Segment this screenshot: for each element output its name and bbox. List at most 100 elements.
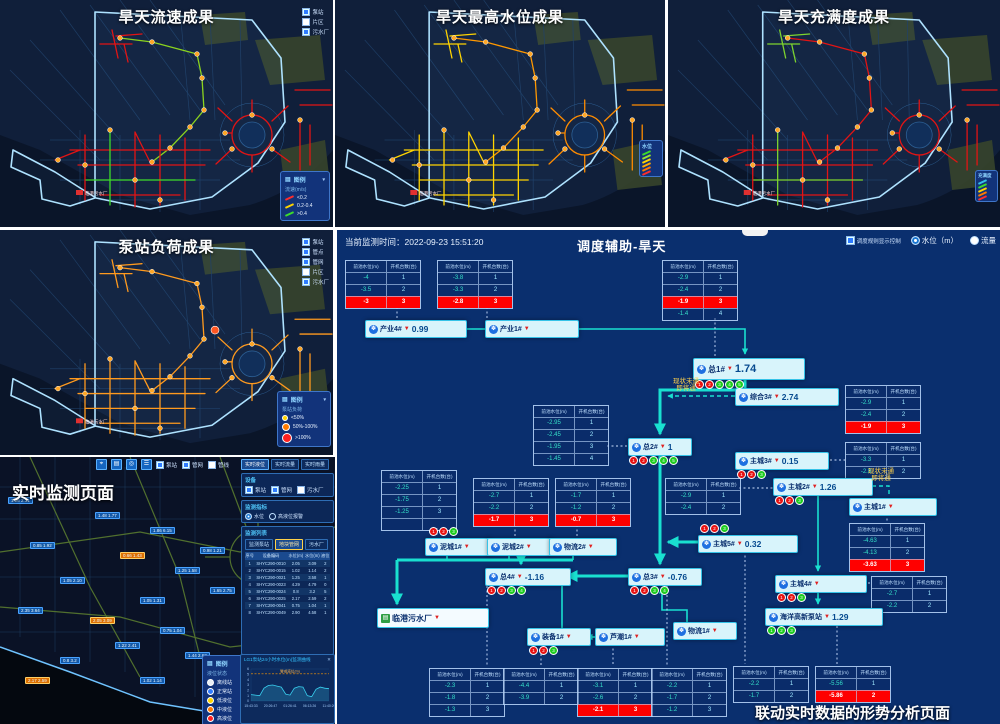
dispatch-title: 调度辅助-旱天 [577,239,667,254]
list-icon[interactable]: ☰ [141,459,152,470]
legend-icon: ▤ [285,177,291,183]
pump-icon: ✽ [697,364,706,374]
pump-node[interactable]: ✽ 芦潮1# ▼ [595,628,665,646]
rule-display-toggle[interactable]: 调度规则显示控制 [845,236,901,245]
tab-button[interactable]: 监测泵站 [245,539,274,550]
pump-node[interactable]: ✽ 主城3# ▼ 0.15 [735,452,829,470]
station-tag[interactable]: 1.22 2.41 [115,642,140,649]
layer-checkbox[interactable]: 泵站 [156,460,177,469]
tab-button[interactable]: 污水厂 [305,539,329,550]
layer-checkbox[interactable]: 管线 [208,460,229,469]
layer-checkbox[interactable]: 片区 [302,18,329,26]
station-tag[interactable]: 0.98 1.21 [200,547,225,554]
pump-node[interactable]: ✽ 总2# ▼ 1 [628,438,692,456]
collapse-icon[interactable]: ▾ [323,396,326,403]
layer-checkbox[interactable]: 泵站 [302,8,329,16]
table-row: 2 SHYC290-0015 1.02 1.14 2 [248,568,327,573]
layer-checkbox[interactable]: 污水厂 [302,278,329,286]
pump-node[interactable]: ✽ 物流1# ▼ [673,622,737,640]
toolbar-layer-toggles[interactable]: 泵站 管网 管线 [156,460,229,469]
station-tag[interactable]: 1.05 2.10 [60,577,85,584]
station-tag[interactable]: 1.48 1.77 [95,512,120,519]
list-filter-buttons[interactable]: 监测泵站 地块管网 污水厂 [245,539,330,550]
indicator-radios[interactable]: 水位 高液位报警 [245,513,330,520]
load-map-canvas[interactable]: 临港污水厂 [0,230,333,455]
close-icon[interactable]: ✕ [327,657,331,662]
tab-button[interactable]: 实时液位 [241,459,270,470]
collapse-icon[interactable]: ▾ [322,176,325,183]
station-tag[interactable]: 0.85 1.92 [30,542,55,549]
layer-toggles[interactable]: 泵站 片区 污水厂 [302,8,329,36]
pump-icon: ✽ [769,612,778,622]
drawer-handle[interactable] [742,230,768,236]
pump-icon: ✽ [429,542,438,552]
pump-node[interactable]: ✽ 产业1# ▼ [485,320,579,338]
pump-node[interactable]: ✽ 主城5# ▼ 0.32 [698,535,798,553]
layer-checkbox[interactable]: 片区 [302,268,329,276]
layer-checkbox[interactable]: 管网 [182,460,203,469]
station-tag[interactable]: 0.66 1.43 [120,552,145,559]
pump-node[interactable]: ✽ 产业4# ▼ 0.99 [365,320,467,338]
pump-node[interactable]: ✽ 总1# ▼ 1.74 [693,358,805,380]
layer-toggles[interactable]: 泵站管点管网片区污水厂 [302,238,329,286]
layer-checkbox[interactable]: 调度规则显示控制 [845,236,901,245]
svg-text:临港污水厂: 临港污水厂 [85,190,108,197]
layer-checkbox[interactable]: 污水厂 [297,486,324,494]
monitor-tabs[interactable]: 实时液位 实时流量 实时雨量 [241,459,334,470]
radio-option[interactable]: 水位 [245,513,264,520]
station-tag[interactable]: 0.75 1.04 [160,627,185,634]
tab-button[interactable]: 地块管网 [275,539,304,550]
station-tag[interactable]: 1.25 1.58 [175,567,200,574]
radio-option[interactable]: 水位（m） [910,235,958,246]
pump-node[interactable]: ✽ 综合3# ▼ 2.74 [735,388,839,406]
pump-icon: ✽ [489,324,498,334]
indicator-box: 监测指标 水位 高液位报警 [241,500,334,523]
pump-node[interactable]: ✽ 总3# ▼ -0.76 [628,568,702,586]
layer-checkbox[interactable]: 管网 [271,486,292,494]
layer-checkbox[interactable]: 管点 [302,248,329,256]
radio-option[interactable]: 流量 [970,235,996,246]
station-tag[interactable]: 2.35 3.64 [18,607,43,614]
station-tag[interactable]: 2.17 2.59 [25,677,50,684]
layer-checkbox[interactable]: 泵站 [245,486,266,494]
radio-option[interactable]: 高液位报警 [269,513,303,520]
station-tag[interactable]: 0.8 3.2 [60,657,80,664]
map-station-tags[interactable]: 1.26 2.31 0.85 1.92 1.05 2.10 2.35 3.64 1.48… [0,457,335,724]
pump-node[interactable]: ✽ 主城4# ▼ [775,575,867,593]
station-tag[interactable]: 1.26 2.31 [8,497,33,504]
pump-node[interactable]: ✽ 海洋高新泵站 ▼ 1.29 [765,608,883,626]
pump-node[interactable]: ✽ 总4# ▼ -1.16 [485,568,571,586]
level-map-canvas[interactable]: 临港污水厂 [335,0,665,227]
pump-node[interactable]: ✽ 主城2# ▼ 1.26 [773,478,873,496]
locate-icon[interactable]: ⌖ [96,459,107,470]
tab-button[interactable]: 实时流量 [271,459,300,470]
unit-radios[interactable]: 水位（m） 流量 [910,235,996,246]
marker-icon[interactable]: ◎ [126,459,137,470]
station-tag[interactable]: 1.05 1.31 [140,597,165,604]
pump-node[interactable]: ✽ 泥城2# ▼ [487,538,553,556]
layer-checkbox[interactable]: 泵站 [302,238,329,246]
panel-dispatch-assist: 当前监测时间：2022-09-23 15:51:20 调度辅助-旱天 调度规则显… [337,230,1000,724]
pump-node[interactable]: ✽ 物流2# ▼ [549,538,617,556]
speed-map-canvas[interactable]: 临港污水厂 [0,0,333,227]
map-toolbar: ⌖ ▤ ◎ ☰ 泵站 管网 管线 [96,459,229,470]
down-arrow-icon: ▼ [403,326,410,332]
station-tag[interactable]: 1.02 1.14 [140,677,165,684]
device-toggles[interactable]: 泵站 管网 污水厂 [245,486,330,494]
monitor-table[interactable]: 序号 设备编码 水位(m) 水位(m) 液位 1 SHYC290-0010 2.05 3.09 2… [245,552,330,615]
station-tag[interactable]: 1.65 2.75 [210,587,235,594]
plant-node[interactable]: ▤ 临港污水厂 ▼ [377,608,489,628]
tab-button[interactable]: 实时雨量 [301,459,330,470]
pump-node[interactable]: ✽ 主城1# ▼ [849,498,937,516]
layers-icon[interactable]: ▤ [111,459,122,470]
layer-checkbox[interactable]: 污水厂 [302,28,329,36]
pump-node[interactable]: ✽ 装备1# ▼ [527,628,591,646]
rule-table: 前池水位(m) 开机台数(台) -3.8 1 -3.3 2 -2.8 3 [437,260,513,309]
fullness-map-canvas[interactable]: 临港污水厂 [668,0,1000,227]
station-tag[interactable]: 2.05 3.09 [90,617,115,624]
station-tag[interactable]: 1.86 6.15 [150,527,175,534]
pump-node[interactable]: ✽ 泥城1# ▼ [425,538,491,556]
layer-checkbox[interactable]: 管网 [302,258,329,266]
legend-items [977,179,995,201]
down-arrow-icon: ▼ [434,615,440,621]
